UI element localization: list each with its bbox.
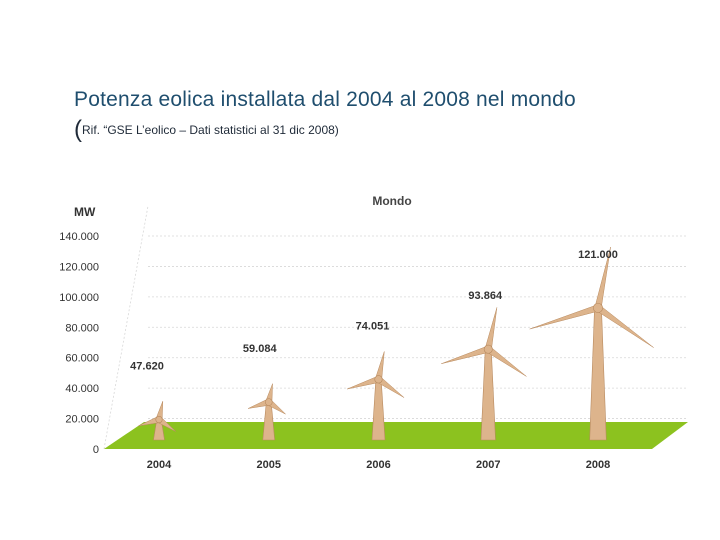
turbine-blade: [529, 304, 600, 330]
turbine-blade: [441, 345, 490, 364]
y-tick-label: 0: [93, 444, 99, 456]
bar-turbine: [138, 401, 177, 441]
turbine-tower: [589, 307, 607, 441]
x-tick-label: 2006: [366, 459, 390, 471]
data-label: 121.000: [578, 249, 618, 261]
y-tick-label: 40.000: [65, 383, 99, 395]
subtitle-paren: (: [74, 116, 82, 143]
y-tick-label: 60.000: [65, 353, 99, 365]
chart-marks: 47.620 2004 59.084 2005 74.051 2006 93.864 2007…: [130, 247, 654, 471]
x-tick-label: 2004: [147, 459, 172, 471]
y-tick-label: 80.000: [65, 322, 99, 334]
y-tick-label: 20.000: [65, 414, 99, 426]
chart-floor: [104, 422, 688, 449]
subtitle-reference: Rif. “GSE L’eolico – Dati statistici al …: [82, 123, 339, 137]
y-axis: 0 20.000 40.000 60.000 80.000 100.000 120.000 1…: [59, 231, 99, 456]
x-tick-label: 2007: [476, 459, 500, 471]
bar-turbine: [247, 383, 286, 441]
turbine-hub: [483, 344, 493, 354]
slide-title: Potenza eolica installata dal 2004 al 20…: [74, 88, 576, 111]
turbine-hub: [593, 302, 603, 313]
bar-turbine: [347, 351, 405, 441]
turbine-blade: [484, 307, 498, 351]
chart-title: Mondo: [372, 194, 411, 208]
slide-subtitle: (Rif. “GSE L’eolico – Dati statistici al…: [74, 116, 339, 144]
gridline: [103, 205, 149, 450]
bar-turbine: [441, 307, 527, 441]
y-axis-unit-label: MW: [74, 205, 96, 219]
x-tick-label: 2008: [586, 459, 610, 471]
bar-turbine: [529, 247, 654, 441]
data-label: 93.864: [468, 290, 503, 302]
data-label: 74.051: [356, 320, 390, 332]
turbine-tower: [480, 348, 496, 441]
y-tick-label: 100.000: [59, 292, 99, 304]
data-label: 47.620: [130, 361, 164, 373]
y-tick-label: 140.000: [59, 231, 99, 243]
x-tick-label: 2005: [257, 459, 281, 471]
turbine-hub: [374, 375, 383, 384]
y-tick-label: 120.000: [59, 261, 99, 273]
turbine-hub: [155, 415, 163, 424]
turbine-blade: [595, 305, 654, 348]
turbine-hub: [264, 398, 273, 406]
data-label: 59.084: [243, 343, 278, 355]
